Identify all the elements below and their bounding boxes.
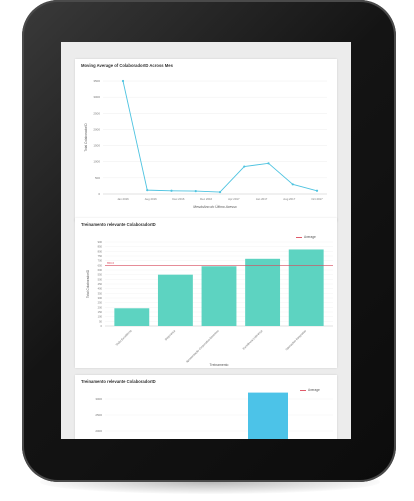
bar-chart-2-title: Treinamento relevante ColaboradorID [81, 379, 156, 384]
line-point [218, 190, 222, 194]
bar-chart-2-legend: Average [300, 388, 320, 392]
bar-category-label: Operações Integradas [285, 328, 308, 351]
bar-category-label: Excelência Liderança [242, 329, 264, 351]
bar-average-label: 650.6 [107, 261, 114, 265]
line-y-axis-label: Total ColaboradorID [84, 123, 88, 152]
line-y-tick-label: 2500 [93, 111, 100, 115]
line-y-tick-label: 0 [98, 192, 100, 196]
bar-y-tick-label: 350 [98, 291, 103, 295]
bar-chart-2-panel[interactable]: Treinamento relevante ColaboradorID Aver… [75, 375, 337, 439]
line-x-tick-label: Dec 2016 [200, 197, 212, 201]
line-y-tick-label: 2000 [93, 127, 100, 131]
line-chart-panel[interactable]: Moving Average of ColaboradorID Across M… [75, 59, 337, 222]
bar-mark [245, 258, 281, 326]
line-x-tick-label: Aug 2017 [283, 197, 295, 201]
bar-category-label: Visão Excelência [115, 329, 133, 347]
bar-mark [201, 266, 237, 326]
line-y-tick-label: 1000 [93, 160, 100, 164]
bar2-y-tick-label: 2000 [95, 429, 102, 433]
bar-y-tick-label: 700 [98, 259, 103, 263]
bar-y-tick-label: 100 [98, 315, 103, 319]
line-y-tick-label: 3000 [93, 95, 100, 99]
bar2-y-tick-label: 2500 [95, 413, 102, 417]
bar-y-tick-label: 500 [98, 277, 103, 281]
legend-average-label: Average [304, 235, 316, 239]
bar-mark [157, 274, 193, 326]
line-point [291, 183, 294, 186]
bar2-y-tick-label: 3000 [95, 397, 102, 401]
bar-mark [288, 249, 324, 326]
line-y-tick-label: 3500 [93, 79, 100, 83]
bar-y-tick-label: 550 [98, 273, 103, 277]
bar-y-tick-label: 0 [101, 324, 103, 328]
bar-chart-panel[interactable]: Treinamento relevante ColaboradorID Aver… [75, 218, 337, 368]
line-point [146, 189, 149, 192]
bar-mark [114, 308, 150, 326]
bar-category-label: Apresentação Corporativa Diretrizes [185, 328, 220, 363]
bar-y-tick-label: 750 [98, 254, 103, 258]
bar-y-tick-label: 600 [98, 268, 103, 272]
line-x-tick-label: Dec 2016 [172, 197, 184, 201]
bar-y-tick-label: 150 [98, 310, 103, 314]
line-point [267, 162, 270, 165]
line-x-tick-label: Jan 2017 [256, 197, 268, 201]
line-chart-title: Moving Average of ColaboradorID Across M… [81, 63, 173, 68]
line-y-tick-label: 500 [95, 176, 100, 180]
bar-y-tick-label: 800 [98, 249, 103, 253]
line-series [122, 80, 318, 193]
line-x-tick-label: Oct 2017 [311, 197, 323, 201]
line-point [194, 189, 197, 193]
bar-y-tick-label: 50 [99, 319, 102, 323]
bar-chart: 0501001502002503003504004505005506006507… [86, 240, 333, 367]
legend-average-swatch [296, 236, 302, 238]
bar-y-tick-label: 900 [98, 240, 103, 244]
line-y-tick-label: 1500 [93, 144, 100, 148]
bar-chart-2: 3000 2500 2000 [95, 392, 333, 439]
bar-y-axis-label: Total ColaboradorID [86, 269, 90, 298]
bar-y-tick-label: 300 [98, 296, 103, 300]
line-x-axis-label: MesdoAno do Último Acesso [193, 204, 237, 209]
bar-y-tick-label: 200 [98, 305, 103, 309]
line-x-tick-label: Apr 2017 [228, 197, 240, 201]
bar-category-label: Segurança [164, 329, 177, 342]
line-point [243, 165, 246, 168]
line-point [121, 79, 125, 83]
line-point [315, 189, 319, 192]
legend-2-average-swatch [300, 389, 306, 391]
bar-chart-title: Treinamento relevante ColaboradorID [81, 222, 156, 227]
bar-y-tick-label: 650 [98, 263, 103, 267]
line-x-tick-label: Aug 2016 [145, 197, 157, 201]
bar-chart-legend: Average [296, 235, 316, 239]
bar-x-axis-label: Treinamento [210, 363, 229, 367]
bar-y-tick-label: 850 [98, 245, 103, 249]
tablet-screen: Moving Average of ColaboradorID Across M… [61, 42, 351, 439]
bar2-mark [248, 392, 288, 439]
legend-2-average-label: Average [308, 388, 320, 392]
line-chart: 0 500 1000 1500 2000 2500 3000 3500 Jan 2016 Aug … [84, 79, 327, 209]
bar-y-tick-label: 450 [98, 282, 103, 286]
line-point [170, 189, 173, 192]
bar-y-tick-label: 250 [98, 301, 103, 305]
bar-y-tick-label: 400 [98, 287, 103, 291]
line-x-tick-label: Jan 2016 [117, 197, 129, 201]
